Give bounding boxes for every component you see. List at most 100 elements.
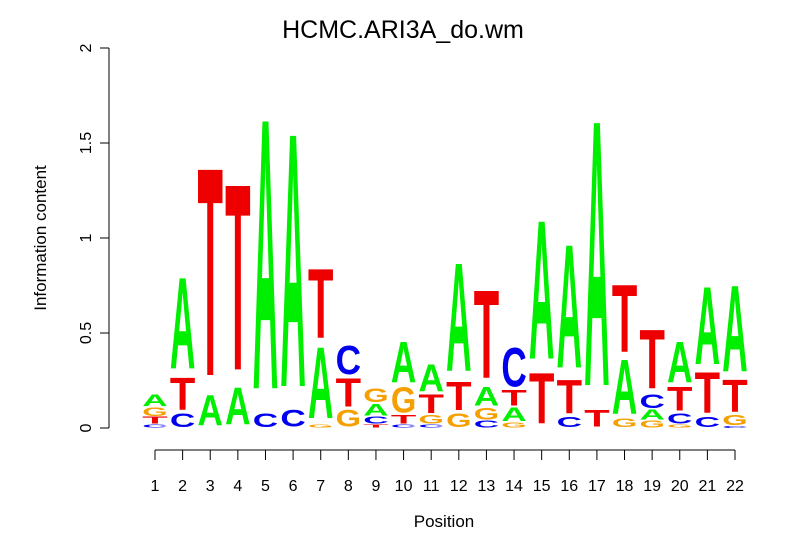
logo-letter-a: A [446, 230, 471, 404]
logo-stack: CA [253, 39, 278, 471]
logo-letter-c: C [280, 406, 305, 432]
logo-letter-t: T [529, 357, 554, 439]
logo-letter-g: G [418, 413, 443, 426]
x-tick-label: 11 [423, 478, 440, 495]
logo-letter-t: T [391, 413, 417, 426]
logo-letter-g: G [612, 417, 637, 430]
logo-letter-t: T [474, 264, 499, 405]
logo-letter-t: T [722, 371, 748, 422]
logo-stack: AT [225, 129, 250, 436]
x-tick-label: 18 [616, 478, 634, 495]
logo-stack: GAT [308, 249, 333, 440]
logo-stack: TA [584, 41, 610, 466]
logo-stack: TA [529, 180, 554, 439]
x-tick-label: 1 [151, 478, 160, 495]
x-tick-label: 21 [698, 478, 716, 495]
logo-letter-t: T [225, 129, 250, 427]
y-tick-label: 1.5 [78, 132, 95, 154]
logo-letter-a: A [474, 382, 499, 412]
logo-stack: AT [198, 106, 223, 439]
logo-stack: CTA [695, 263, 721, 431]
x-tick-label: 13 [478, 478, 496, 495]
logo-letter-t: T [170, 369, 196, 420]
logo-letter-c: C [170, 410, 195, 432]
x-tick-label: 9 [371, 478, 380, 495]
logo-letter-t: T [308, 249, 333, 360]
logo-letter-a: A [501, 404, 526, 426]
x-tick-label: 10 [395, 478, 413, 495]
x-tick-label: 20 [671, 478, 689, 495]
logo-letter-t: T [418, 389, 443, 419]
logo-letter-c: C [391, 423, 416, 428]
logo-letter-a: A [695, 263, 720, 388]
logo-stack: GAT [612, 263, 637, 430]
logo-letter-t: T [363, 423, 388, 428]
logo-letter-c: C [336, 338, 361, 384]
x-tick-label: 19 [643, 478, 661, 495]
logo-stack: GTC [336, 338, 361, 433]
x-tick-label: 6 [289, 478, 298, 495]
logo-letter-c: C [695, 414, 720, 430]
logo-letter-t: T [446, 373, 471, 419]
logo-stack: CA [280, 57, 305, 464]
logo-letter-g: G [474, 404, 499, 424]
logo-letter-c: C [557, 414, 582, 430]
logo-letter-t: T [198, 106, 223, 439]
logo-letter-a: A [639, 407, 664, 423]
logo-letter-g: G [667, 423, 692, 428]
logo-letter-a: A [280, 57, 305, 464]
logo-letter-c: C [253, 410, 278, 432]
x-tick-label: 5 [261, 478, 270, 495]
y-axis-label: Information content [31, 165, 50, 311]
logo-letter-t: T [336, 370, 361, 416]
x-tick-label: 7 [316, 478, 325, 495]
y-tick-label: 1 [78, 233, 95, 242]
logo-letter-t: T [695, 360, 721, 426]
logo-letter-t: T [584, 405, 610, 432]
x-tick-label: 15 [533, 478, 551, 495]
logo-letter-g: G [336, 405, 361, 432]
logo-letter-t: T [667, 381, 692, 419]
logo-letter-a: A [391, 330, 416, 395]
logo-stack: CTA [170, 251, 196, 432]
logo-letter-a: A [253, 39, 278, 471]
logo-letter-a: A [225, 376, 250, 436]
chart-title: HCMC.ARI3A_do.wm [282, 16, 524, 44]
logo-letter-a: A [418, 356, 443, 400]
logo-letter-a: A [529, 180, 554, 401]
x-tick-label: 8 [344, 478, 353, 495]
logo-letter-t: T [142, 415, 168, 426]
logo-letter-t: T [612, 263, 637, 372]
logo-stack: CTA [557, 209, 583, 430]
x-tick-label: 22 [726, 478, 744, 495]
logo-letter-c: C [667, 410, 692, 426]
y-tick-label: 2 [78, 43, 95, 52]
logo-letter-a: A [308, 327, 333, 441]
logo-letter-a: A [584, 41, 609, 466]
logo-letter-a: A [722, 261, 747, 398]
logo-letter-t: T [501, 387, 526, 411]
logo-letter-g: G [308, 423, 333, 428]
logo-letter-c: C [418, 423, 443, 428]
logo-letter-a: A [612, 343, 637, 431]
y-tick-label: 0 [78, 423, 95, 432]
logo-letter-a: A [667, 330, 692, 395]
logo-letter-g: G [639, 419, 664, 430]
x-tick-label: 14 [505, 478, 523, 495]
logo-letter-c: C [363, 415, 388, 426]
logo-letter-a: A [363, 400, 388, 419]
logo-letter-t: T [639, 314, 665, 408]
logo-letter-a: A [142, 391, 167, 410]
x-tick-label: 17 [588, 478, 606, 495]
logo-letter-a: A [170, 251, 195, 397]
x-tick-label: 12 [450, 478, 468, 495]
logo-letter-g: G [446, 409, 471, 431]
logo-letter-g: G [142, 406, 167, 419]
